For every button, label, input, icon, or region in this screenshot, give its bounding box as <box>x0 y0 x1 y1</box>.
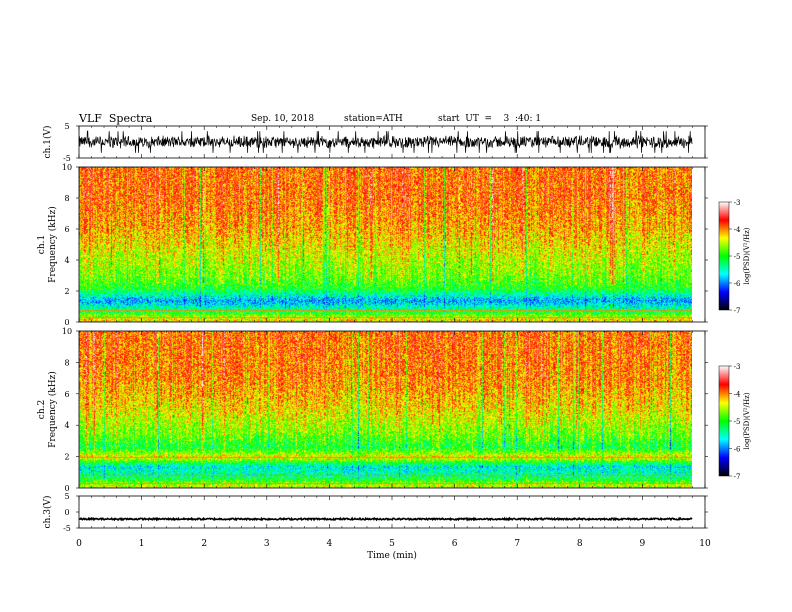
ch1-spectrogram-tick-label: 0 <box>64 318 69 327</box>
ch1-spectrogram-ylabel-frequency: Frequency (kHz) <box>47 206 58 283</box>
ch1-colorbar-tick: -4 <box>734 226 741 234</box>
ch3-frame <box>78 495 706 529</box>
time-tick-label: 8 <box>577 539 583 549</box>
ch3-waveform-line <box>78 516 693 522</box>
ch2-colorbar-label: log(PSD)(V²/Hz) <box>743 392 751 449</box>
time-tick-label: 5 <box>389 539 395 549</box>
ch2-colorbar-tick: -7 <box>734 473 741 481</box>
ch1-spectrogram-tick-label: 10 <box>62 163 72 172</box>
plot-title: VLF Spectra <box>79 112 153 125</box>
time-tick-label: 2 <box>201 539 207 549</box>
ch3-tick-label: 0 <box>64 508 69 517</box>
ch1-spectrogram-tick-label: 6 <box>64 225 69 234</box>
ch2-spectrogram-tick-label: 2 <box>64 453 69 462</box>
ch2-colorbar <box>718 365 730 477</box>
time-axis: 0 1 2 3 4 5 6 7 8 9 10 Time (min) <box>76 539 711 561</box>
ch2-spectrogram-panel: 0 2 4 6 8 10 ch.2 Frequency (kHz) <box>37 327 708 493</box>
ch1-colorbar <box>718 201 730 311</box>
date-label: Sep. 10, 2018 <box>251 114 315 124</box>
ch2-spectrogram-tick-label: 4 <box>64 421 69 430</box>
ch1-colorbar-tick: -6 <box>734 280 741 288</box>
ch1-waveform-panel: 5 -5 ch.1(V) <box>42 122 708 163</box>
time-tick-label: 10 <box>699 539 711 549</box>
ch3-ylabel: ch.3(V) <box>42 496 53 529</box>
ch1-spectrogram-panel: 0 2 4 6 8 10 ch.1 Frequency (kHz) <box>37 163 708 327</box>
ch1-spectrogram-tick-label: 2 <box>64 287 69 296</box>
time-axis-label: Time (min) <box>367 550 417 561</box>
time-tick-label: 3 <box>264 539 270 549</box>
ch3-tick-label: -5 <box>63 524 71 533</box>
ch1-spectrogram-heatmap-image <box>79 167 692 322</box>
ch2-colorbar-tick: -4 <box>734 391 741 399</box>
colorbars: -3 -4 -5 -6 -7 log(PSD)(V²/Hz) -3 -4 -5 -6 -7 log(P… <box>718 199 751 481</box>
station-label: station=ATH <box>344 114 403 124</box>
ch1-spectrogram-tick-label: 4 <box>64 256 69 265</box>
ch2-colorbar-tick: -3 <box>734 363 741 371</box>
ch2-colorbar-tick: -5 <box>734 418 741 426</box>
ch1-colorbar-label: log(PSD)(V²/Hz) <box>743 227 751 284</box>
ch1-tick-label: 5 <box>64 122 69 131</box>
time-tick-label: 9 <box>640 539 646 549</box>
ch1-ylabel: ch.1(V) <box>42 126 53 159</box>
ch2-spectrogram-tick-label: 6 <box>64 390 69 399</box>
time-tick-label: 0 <box>76 539 82 549</box>
ch2-spectrogram-ylabel-frequency: Frequency (kHz) <box>47 371 58 448</box>
ch2-colorbar-tick: -6 <box>734 446 741 454</box>
ch2-spectrogram-ylabel-channel: ch.2 <box>37 400 47 419</box>
ch3-tick-label: 5 <box>64 492 69 501</box>
ch1-spectrogram-tick-label: 8 <box>64 194 69 203</box>
ch1-colorbar-tick: -5 <box>734 253 741 261</box>
time-tick-label: 1 <box>139 539 145 549</box>
ch1-colorbar-tick: -3 <box>734 199 741 207</box>
time-tick-label: 7 <box>514 539 520 549</box>
ch2-spectrogram-heatmap-image <box>79 331 692 488</box>
time-tick-label: 6 <box>452 539 458 549</box>
time-tick-label: 4 <box>327 539 333 549</box>
ch1-tick-label: -5 <box>63 154 71 163</box>
ch3-waveform-panel: 5 0 -5 ch.3(V) <box>42 492 708 533</box>
ch2-spectrogram-tick-label: 10 <box>62 327 72 336</box>
ch1-colorbar-tick: -7 <box>734 307 741 315</box>
ch1-spectrogram-ylabel-channel: ch.1 <box>37 235 47 254</box>
start-time-label: start UT = 3 :40: 1 <box>438 114 542 124</box>
ch2-spectrogram-tick-label: 0 <box>64 484 69 493</box>
ch1-waveform-line <box>78 130 693 153</box>
ch2-spectrogram-tick-label: 8 <box>64 358 69 367</box>
